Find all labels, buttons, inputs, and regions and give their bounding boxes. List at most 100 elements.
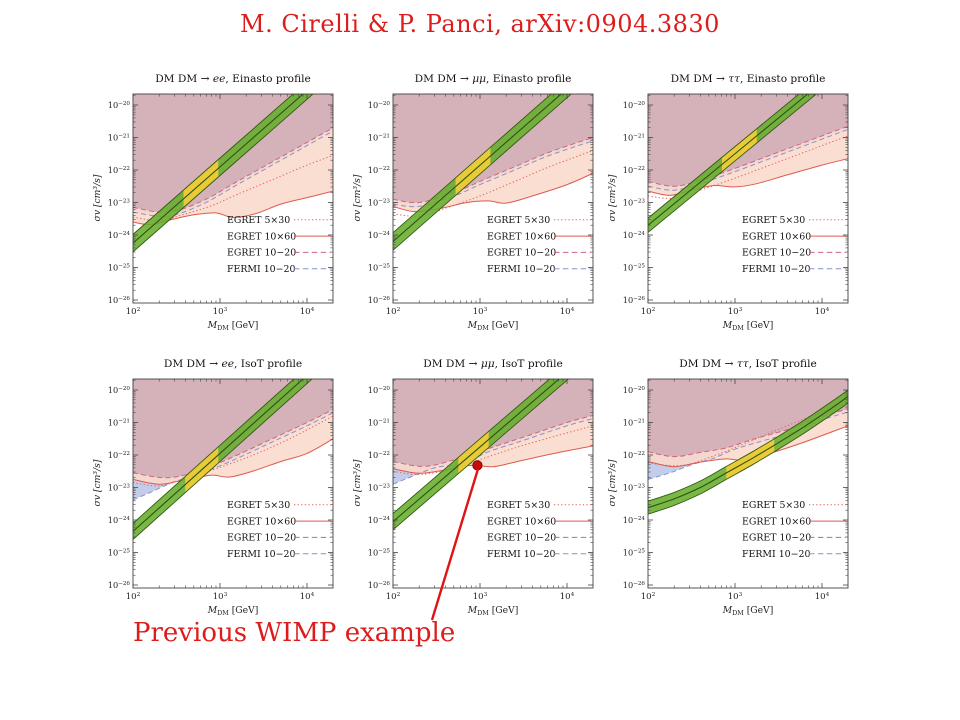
svg-text:102: 102 <box>641 307 656 317</box>
svg-text:10−26: 10−26 <box>108 580 131 590</box>
svg-text:10−24: 10−24 <box>623 515 646 525</box>
svg-text:FERMI 10−20: FERMI 10−20 <box>487 549 555 560</box>
svg-text:EGRET 5×30: EGRET 5×30 <box>227 215 290 226</box>
svg-text:EGRET 10×60: EGRET 10×60 <box>487 231 556 242</box>
svg-text:10−24: 10−24 <box>108 230 131 240</box>
svg-text:103: 103 <box>473 307 488 317</box>
svg-text:MDM [GeV]: MDM [GeV] <box>722 320 774 332</box>
svg-text:10−21: 10−21 <box>108 417 130 427</box>
svg-text:MDM [GeV]: MDM [GeV] <box>467 605 519 617</box>
slide-title: M. Cirelli & P. Panci, arXiv:0904.3830 <box>240 10 720 38</box>
svg-text:10−25: 10−25 <box>623 547 646 557</box>
svg-text:MDM [GeV]: MDM [GeV] <box>207 320 259 332</box>
plot-tautau-einasto: 102 103 104 10−20 10−21 10−22 10−23 10−24 10−25 1… <box>600 60 860 340</box>
svg-text:10−25: 10−25 <box>368 262 391 272</box>
svg-text:10−21: 10−21 <box>623 132 645 142</box>
svg-text:10−23: 10−23 <box>108 482 131 492</box>
svg-text:DM DM → ττ, IsoT profile: DM DM → ττ, IsoT profile <box>679 358 817 370</box>
svg-text:EGRET 10−20: EGRET 10−20 <box>487 248 556 259</box>
svg-text:σv [cm³/s]: σv [cm³/s] <box>352 459 363 506</box>
svg-text:EGRET 10−20: EGRET 10−20 <box>227 248 296 259</box>
plot-ee-isot: 102 103 104 10−20 10−21 10−22 10−23 10−24 10−25 1… <box>85 345 345 625</box>
svg-text:10−26: 10−26 <box>623 580 646 590</box>
svg-text:103: 103 <box>728 307 743 317</box>
caption-previous-wimp-example: Previous WIMP example <box>133 618 456 648</box>
svg-text:10−23: 10−23 <box>623 197 646 207</box>
svg-text:σv [cm³/s]: σv [cm³/s] <box>352 174 363 221</box>
svg-text:10−21: 10−21 <box>368 132 390 142</box>
svg-text:FERMI 10−20: FERMI 10−20 <box>742 264 810 275</box>
svg-text:EGRET 10−20: EGRET 10−20 <box>742 248 811 259</box>
svg-text:EGRET 10×60: EGRET 10×60 <box>742 231 811 242</box>
svg-text:EGRET 10×60: EGRET 10×60 <box>487 516 556 527</box>
svg-text:103: 103 <box>213 592 228 602</box>
svg-text:10−21: 10−21 <box>368 417 390 427</box>
svg-text:10−21: 10−21 <box>108 132 130 142</box>
svg-text:10−20: 10−20 <box>108 385 131 395</box>
svg-text:104: 104 <box>300 307 315 317</box>
svg-text:10−21: 10−21 <box>623 417 645 427</box>
svg-text:EGRET 10−20: EGRET 10−20 <box>227 533 296 544</box>
svg-text:σv [cm³/s]: σv [cm³/s] <box>607 174 618 221</box>
plot-mumu-einasto: 102 103 104 10−20 10−21 10−22 10−23 10−24 10−25 1… <box>345 60 605 340</box>
svg-text:102: 102 <box>126 307 141 317</box>
svg-text:10−23: 10−23 <box>108 197 131 207</box>
svg-text:10−25: 10−25 <box>108 547 131 557</box>
svg-text:104: 104 <box>560 592 575 602</box>
svg-text:10−23: 10−23 <box>623 482 646 492</box>
svg-text:10−26: 10−26 <box>368 295 391 305</box>
svg-text:EGRET 5×30: EGRET 5×30 <box>742 215 805 226</box>
svg-text:10−22: 10−22 <box>368 165 391 175</box>
svg-text:DM DM → μμ, IsoT profile: DM DM → μμ, IsoT profile <box>423 358 563 370</box>
svg-text:102: 102 <box>386 307 401 317</box>
svg-text:10−25: 10−25 <box>368 547 391 557</box>
svg-text:10−22: 10−22 <box>368 450 391 460</box>
svg-text:10−25: 10−25 <box>623 262 646 272</box>
svg-text:σv [cm³/s]: σv [cm³/s] <box>92 459 103 506</box>
svg-text:103: 103 <box>473 592 488 602</box>
svg-text:EGRET 10×60: EGRET 10×60 <box>227 231 296 242</box>
svg-text:FERMI 10−20: FERMI 10−20 <box>487 264 555 275</box>
svg-text:FERMI 10−20: FERMI 10−20 <box>742 549 810 560</box>
svg-text:10−22: 10−22 <box>623 165 646 175</box>
svg-text:102: 102 <box>126 592 141 602</box>
svg-text:MDM [GeV]: MDM [GeV] <box>467 320 519 332</box>
svg-text:10−26: 10−26 <box>368 580 391 590</box>
svg-text:FERMI 10−20: FERMI 10−20 <box>227 549 295 560</box>
svg-text:104: 104 <box>815 592 830 602</box>
svg-text:10−26: 10−26 <box>108 295 131 305</box>
svg-text:103: 103 <box>213 307 228 317</box>
svg-text:10−24: 10−24 <box>623 230 646 240</box>
svg-text:10−24: 10−24 <box>368 515 391 525</box>
svg-text:104: 104 <box>815 307 830 317</box>
plot-mumu-isot: 102 103 104 10−20 10−21 10−22 10−23 10−24 10−25 1… <box>345 345 605 625</box>
svg-text:EGRET 10−20: EGRET 10−20 <box>742 533 811 544</box>
svg-text:FERMI 10−20: FERMI 10−20 <box>227 264 295 275</box>
svg-text:10−20: 10−20 <box>108 100 131 110</box>
svg-text:EGRET 10−20: EGRET 10−20 <box>487 533 556 544</box>
svg-text:104: 104 <box>300 592 315 602</box>
svg-text:10−22: 10−22 <box>623 450 646 460</box>
svg-text:104: 104 <box>560 307 575 317</box>
svg-text:EGRET 10×60: EGRET 10×60 <box>742 516 811 527</box>
svg-text:MDM [GeV]: MDM [GeV] <box>207 605 259 617</box>
plot-ee-einasto: 102 103 104 10−20 10−21 10−22 10−23 10−24 10−25 1… <box>85 60 345 340</box>
svg-text:EGRET 5×30: EGRET 5×30 <box>742 500 805 511</box>
svg-text:DM DM → ττ, Einasto profile: DM DM → ττ, Einasto profile <box>671 73 826 85</box>
svg-text:10−25: 10−25 <box>108 262 131 272</box>
svg-text:10−23: 10−23 <box>368 197 391 207</box>
svg-text:EGRET 10×60: EGRET 10×60 <box>227 516 296 527</box>
svg-text:103: 103 <box>728 592 743 602</box>
svg-text:10−23: 10−23 <box>368 482 391 492</box>
svg-text:EGRET 5×30: EGRET 5×30 <box>487 215 550 226</box>
svg-text:102: 102 <box>386 592 401 602</box>
svg-text:10−24: 10−24 <box>108 515 131 525</box>
svg-text:10−20: 10−20 <box>368 100 391 110</box>
plot-tautau-isot: 102 103 104 10−20 10−21 10−22 10−23 10−24 10−25 1… <box>600 345 860 625</box>
svg-text:10−24: 10−24 <box>368 230 391 240</box>
svg-text:10−20: 10−20 <box>368 385 391 395</box>
svg-text:10−20: 10−20 <box>623 385 646 395</box>
svg-text:DM DM → μμ, Einasto profile: DM DM → μμ, Einasto profile <box>415 73 572 85</box>
svg-text:EGRET 5×30: EGRET 5×30 <box>487 500 550 511</box>
